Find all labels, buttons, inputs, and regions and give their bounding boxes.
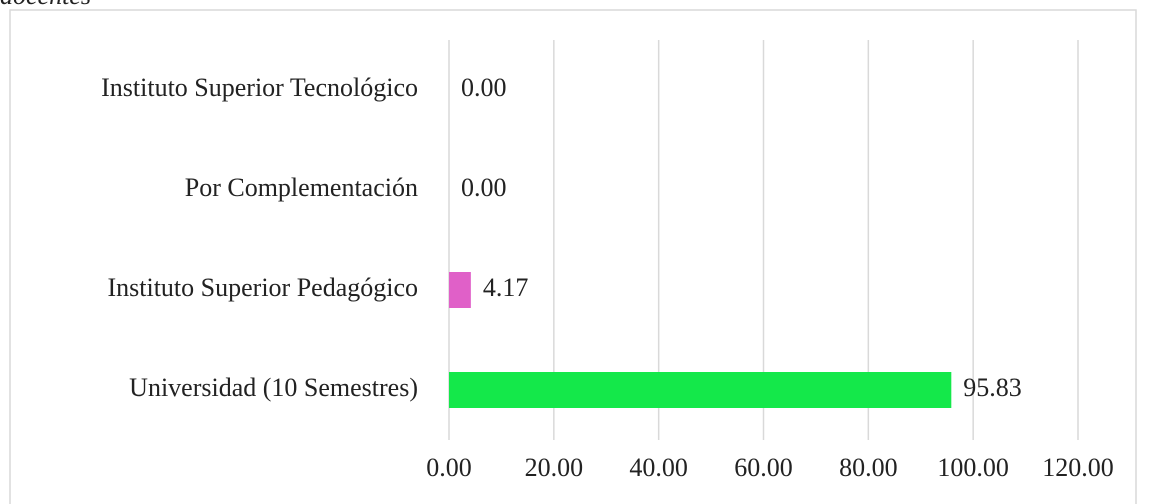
bar: [449, 272, 471, 308]
x-tick-label: 40.00: [629, 453, 688, 482]
x-tick-label: 80.00: [839, 453, 898, 482]
x-tick-label: 60.00: [734, 453, 793, 482]
data-label: 95.83: [963, 373, 1022, 402]
chart-title: docentes: [0, 0, 91, 10]
x-tick-label: 100.00: [937, 453, 1009, 482]
bar: [449, 372, 952, 408]
x-tick-label: 20.00: [525, 453, 584, 482]
data-label: 0.00: [461, 73, 507, 102]
y-tick-label: Universidad (10 Semestres): [129, 373, 418, 402]
chart-border: [9, 9, 1137, 504]
y-tick-label: Instituto Superior Tecnológico: [101, 73, 418, 102]
y-tick-label: Instituto Superior Pedagógico: [107, 273, 418, 302]
data-label: 0.00: [461, 173, 507, 202]
data-label: 4.17: [483, 273, 529, 302]
y-tick-label: Por Complementación: [185, 173, 418, 202]
x-tick-label: 0.00: [426, 453, 472, 482]
x-tick-label: 120.00: [1042, 453, 1114, 482]
